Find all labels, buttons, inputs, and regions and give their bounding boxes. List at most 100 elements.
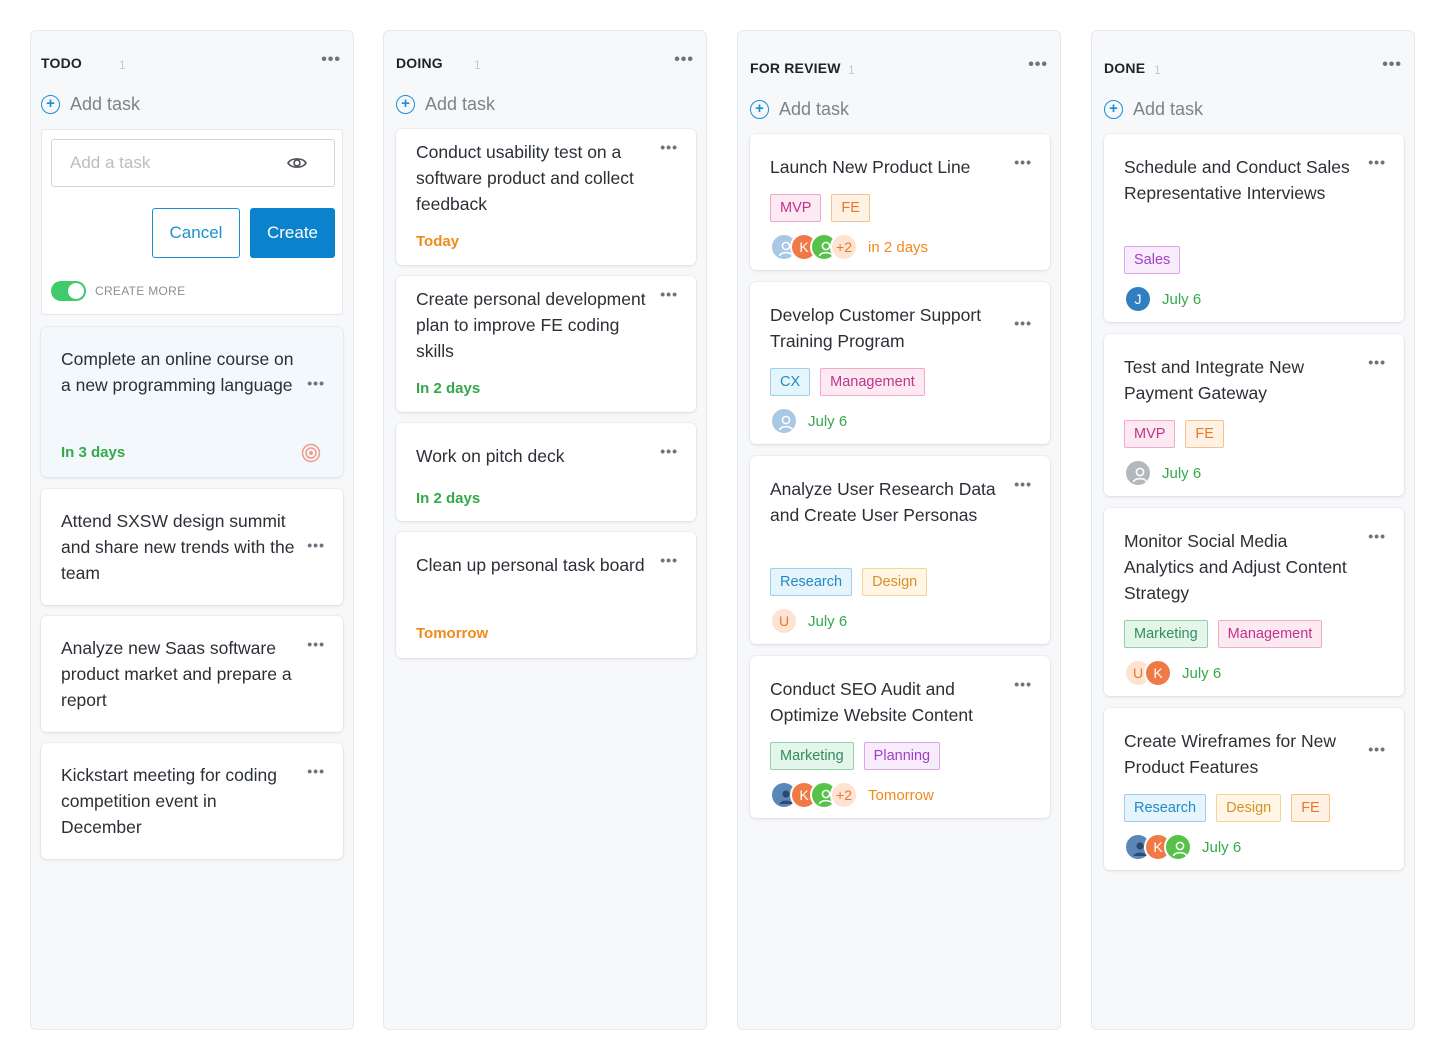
avatar: [1124, 459, 1152, 487]
tag[interactable]: MVP: [770, 194, 822, 222]
avatar: [1164, 833, 1192, 861]
task-card[interactable]: Attend SXSW design summit and share new …: [41, 489, 343, 605]
tag-list: CX Management: [770, 368, 925, 396]
add-task-button[interactable]: + Add task: [750, 99, 849, 120]
task-card[interactable]: Conduct SEO Audit and Optimize Website C…: [750, 656, 1050, 818]
more-dots-icon[interactable]: •••: [660, 286, 678, 302]
cancel-button[interactable]: Cancel: [152, 208, 240, 258]
create-more-label: CREATE MORE: [95, 284, 186, 298]
column-title: TODO: [41, 55, 82, 71]
more-dots-icon[interactable]: •••: [307, 636, 325, 652]
task-card[interactable]: Conduct usability test on a software pro…: [396, 129, 696, 265]
task-title: Analyze new Saas software product market…: [61, 638, 292, 710]
tag[interactable]: Marketing: [1124, 620, 1208, 648]
task-card[interactable]: Work on pitch deck ••• In 2 days: [396, 423, 696, 521]
tag[interactable]: Marketing: [770, 742, 854, 770]
more-dots-icon[interactable]: •••: [307, 537, 325, 553]
more-dots-icon[interactable]: •••: [660, 552, 678, 568]
assignee-avatars[interactable]: U K: [1124, 659, 1172, 687]
tag[interactable]: CX: [770, 368, 811, 396]
more-dots-icon[interactable]: •••: [660, 443, 678, 459]
tag[interactable]: Design: [862, 568, 928, 596]
target-icon[interactable]: [301, 443, 321, 463]
more-dots-icon[interactable]: •••: [1368, 741, 1386, 757]
more-dots-icon[interactable]: •••: [1368, 154, 1386, 170]
due-date: In 3 days: [61, 444, 126, 461]
task-card[interactable]: Complete an online course on a new progr…: [41, 327, 343, 477]
plus-circle-icon: +: [396, 95, 415, 114]
tag-list: MVP FE: [770, 194, 870, 222]
user-silhouette-icon: [1133, 842, 1147, 856]
assignee-avatars[interactable]: K: [1124, 833, 1192, 861]
tag-list: Sales: [1124, 246, 1181, 274]
task-card[interactable]: Schedule and Conduct Sales Representativ…: [1104, 134, 1404, 322]
more-dots-icon[interactable]: •••: [1014, 154, 1032, 170]
add-task-label: Add task: [779, 99, 850, 119]
due-date: July 6: [808, 412, 848, 430]
more-dots-icon[interactable]: •••: [1014, 476, 1032, 492]
assignee-avatars[interactable]: J: [1124, 285, 1152, 313]
plus-circle-icon: +: [1104, 100, 1123, 119]
more-dots-icon[interactable]: •••: [321, 51, 341, 68]
card-meta: July 6: [770, 407, 847, 435]
task-card[interactable]: Analyze new Saas software product market…: [41, 616, 343, 732]
due-date: In 2 days: [416, 380, 481, 397]
task-card[interactable]: Create Wireframes for New Product Featur…: [1104, 708, 1404, 870]
task-card[interactable]: Clean up personal task board ••• Tomorro…: [396, 532, 696, 658]
create-button[interactable]: Create: [250, 208, 335, 258]
more-dots-icon[interactable]: •••: [1368, 354, 1386, 370]
column-todo: TODO 1 ••• + Add task Cancel Create CREA…: [30, 30, 354, 1030]
column-header: FOR REVIEW 1 •••: [748, 31, 1050, 95]
tag[interactable]: Research: [1124, 794, 1207, 822]
column-header: DONE 1 •••: [1102, 31, 1404, 95]
add-task-button[interactable]: + Add task: [1104, 99, 1203, 120]
more-dots-icon[interactable]: •••: [674, 51, 694, 68]
more-dots-icon[interactable]: •••: [1014, 676, 1032, 692]
tag[interactable]: MVP: [1124, 420, 1176, 448]
more-dots-icon[interactable]: •••: [1368, 528, 1386, 544]
card-meta: J July 6: [1124, 285, 1201, 313]
tag-list: Marketing Management: [1124, 620, 1323, 648]
task-title: Create Wireframes for New Product Featur…: [1124, 731, 1336, 777]
task-card[interactable]: Test and Integrate New Payment Gateway •…: [1104, 334, 1404, 496]
add-task-label: Add task: [425, 94, 496, 114]
tag[interactable]: FE: [831, 194, 870, 222]
add-task-button[interactable]: + Add task: [396, 94, 495, 115]
column-doing: DOING 1 ••• + Add task Conduct usability…: [383, 30, 707, 1030]
tag[interactable]: FE: [1185, 420, 1224, 448]
task-card[interactable]: Monitor Social Media Analytics and Adjus…: [1104, 508, 1404, 696]
task-card[interactable]: Kickstart meeting for coding competition…: [41, 743, 343, 859]
more-dots-icon[interactable]: •••: [1382, 56, 1402, 73]
add-task-button[interactable]: + Add task: [41, 94, 140, 115]
tag[interactable]: Sales: [1124, 246, 1181, 274]
tag[interactable]: Research: [770, 568, 853, 596]
task-card[interactable]: Analyze User Research Data and Create Us…: [750, 456, 1050, 644]
task-card[interactable]: Develop Customer Support Training Progra…: [750, 282, 1050, 444]
more-dots-icon[interactable]: •••: [660, 139, 678, 155]
more-dots-icon[interactable]: •••: [1028, 56, 1048, 73]
column-count: 1: [848, 63, 855, 77]
column-count: 1: [474, 58, 481, 72]
task-card[interactable]: Create personal development plan to impr…: [396, 276, 696, 412]
assignee-avatars[interactable]: [1124, 459, 1152, 487]
tag[interactable]: Management: [1217, 620, 1323, 648]
due-date: Tomorrow: [416, 625, 489, 642]
user-silhouette-icon: [1132, 467, 1148, 483]
tag[interactable]: Design: [1216, 794, 1282, 822]
more-dots-icon[interactable]: •••: [307, 375, 325, 391]
more-dots-icon[interactable]: •••: [1014, 315, 1032, 331]
create-more-toggle[interactable]: [51, 281, 86, 301]
tag[interactable]: FE: [1291, 794, 1330, 822]
assignee-avatars[interactable]: [770, 407, 798, 435]
tag[interactable]: Management: [820, 368, 925, 396]
avatar: U: [770, 607, 798, 635]
assignee-avatars[interactable]: U: [770, 607, 798, 635]
assignee-avatars[interactable]: K +2: [770, 233, 858, 261]
task-title: Test and Integrate New Payment Gateway: [1124, 357, 1304, 403]
tag[interactable]: Planning: [863, 742, 941, 770]
eye-icon[interactable]: [286, 152, 308, 174]
task-card[interactable]: Launch New Product Line ••• MVP FE K +2 …: [750, 134, 1050, 270]
assignee-avatars[interactable]: K +2: [770, 781, 858, 809]
more-dots-icon[interactable]: •••: [307, 763, 325, 779]
task-title: Complete an online course on a new progr…: [61, 349, 294, 395]
